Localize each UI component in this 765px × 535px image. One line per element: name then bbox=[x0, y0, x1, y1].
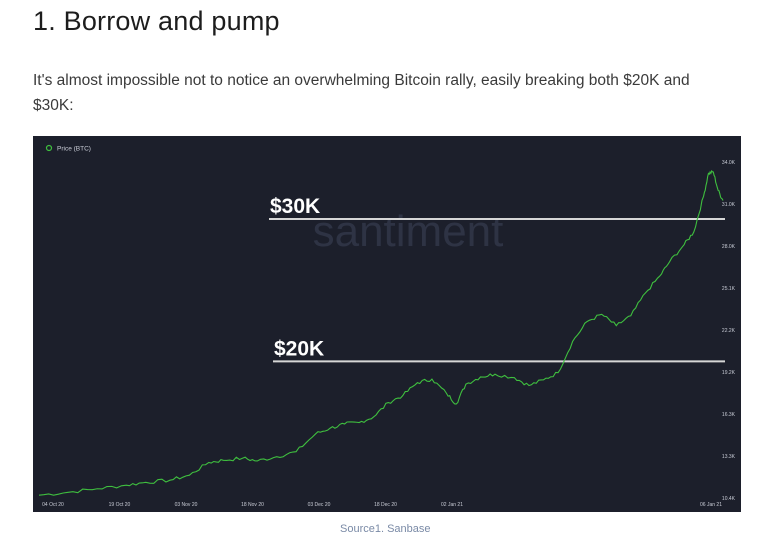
y-tick-label: 22.2K bbox=[722, 328, 736, 334]
legend-label[interactable]: Price (BTC) bbox=[57, 146, 91, 153]
y-tick-label: 34.0K bbox=[722, 160, 736, 166]
y-axis: 10.4K 13.3K 16.3K 19.2K 22.2K 25.1K 28.0K 31.0K… bbox=[722, 160, 736, 502]
y-tick-label: 31.0K bbox=[722, 202, 736, 208]
x-tick-label: 19 Oct 20 bbox=[109, 502, 131, 508]
y-tick-label: 28.0K bbox=[722, 244, 736, 250]
legend-marker bbox=[45, 144, 53, 152]
intro-paragraph: It's almost impossible not to notice an … bbox=[33, 72, 690, 114]
source-caption[interactable]: Source1. Sanbase bbox=[340, 523, 431, 535]
y-tick-label: 19.2K bbox=[722, 370, 736, 376]
x-tick-label: 04 Oct 20 bbox=[42, 502, 64, 508]
x-tick-label: 03 Nov 20 bbox=[175, 502, 198, 508]
price-chart: santiment Price (BTC) 10.4K 13.3K 16.3K 19.… bbox=[33, 136, 741, 512]
threshold-annotations: $30K $20K bbox=[269, 195, 725, 363]
x-tick-label: 18 Nov 20 bbox=[241, 502, 264, 508]
x-axis: 04 Oct 20 19 Oct 20 03 Nov 20 18 Nov 20 03 D… bbox=[42, 502, 722, 508]
chart-watermark: santiment bbox=[313, 207, 504, 256]
y-tick-label: 13.3K bbox=[722, 454, 736, 460]
x-tick-label: 03 Dec 20 bbox=[308, 502, 331, 508]
y-tick-label: 25.1K bbox=[722, 286, 736, 292]
x-tick-label: 06 Jan 21 bbox=[700, 502, 722, 508]
x-tick-label: 02 Jan 21 bbox=[441, 502, 463, 508]
price-series-line bbox=[38, 169, 724, 496]
price-chart-svg: santiment Price (BTC) 10.4K 13.3K 16.3K 19.… bbox=[38, 144, 736, 508]
section-heading: 1. Borrow and pump bbox=[33, 6, 280, 36]
threshold-label: $20K bbox=[274, 337, 324, 360]
x-tick-label: 18 Dec 20 bbox=[374, 502, 397, 508]
threshold-label: $30K bbox=[270, 195, 320, 218]
y-tick-label: 10.4K bbox=[722, 496, 736, 502]
y-tick-label: 16.3K bbox=[722, 412, 736, 418]
